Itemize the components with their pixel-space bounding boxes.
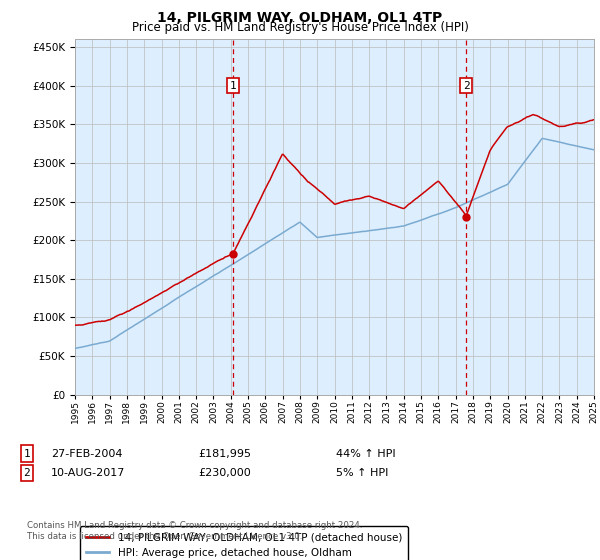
- Text: 27-FEB-2004: 27-FEB-2004: [51, 449, 122, 459]
- Text: 1: 1: [230, 81, 236, 91]
- Text: 5% ↑ HPI: 5% ↑ HPI: [336, 468, 388, 478]
- Text: 10-AUG-2017: 10-AUG-2017: [51, 468, 125, 478]
- Text: Price paid vs. HM Land Registry's House Price Index (HPI): Price paid vs. HM Land Registry's House …: [131, 21, 469, 34]
- Text: £181,995: £181,995: [198, 449, 251, 459]
- Text: 1: 1: [23, 449, 31, 459]
- Text: 2: 2: [23, 468, 31, 478]
- Text: Contains HM Land Registry data © Crown copyright and database right 2024.
This d: Contains HM Land Registry data © Crown c…: [27, 521, 362, 540]
- Legend: 14, PILGRIM WAY, OLDHAM, OL1 4TP (detached house), HPI: Average price, detached : 14, PILGRIM WAY, OLDHAM, OL1 4TP (detach…: [80, 526, 409, 560]
- Text: 2: 2: [463, 81, 470, 91]
- Text: £230,000: £230,000: [198, 468, 251, 478]
- Text: 14, PILGRIM WAY, OLDHAM, OL1 4TP: 14, PILGRIM WAY, OLDHAM, OL1 4TP: [157, 11, 443, 25]
- Text: 44% ↑ HPI: 44% ↑ HPI: [336, 449, 395, 459]
